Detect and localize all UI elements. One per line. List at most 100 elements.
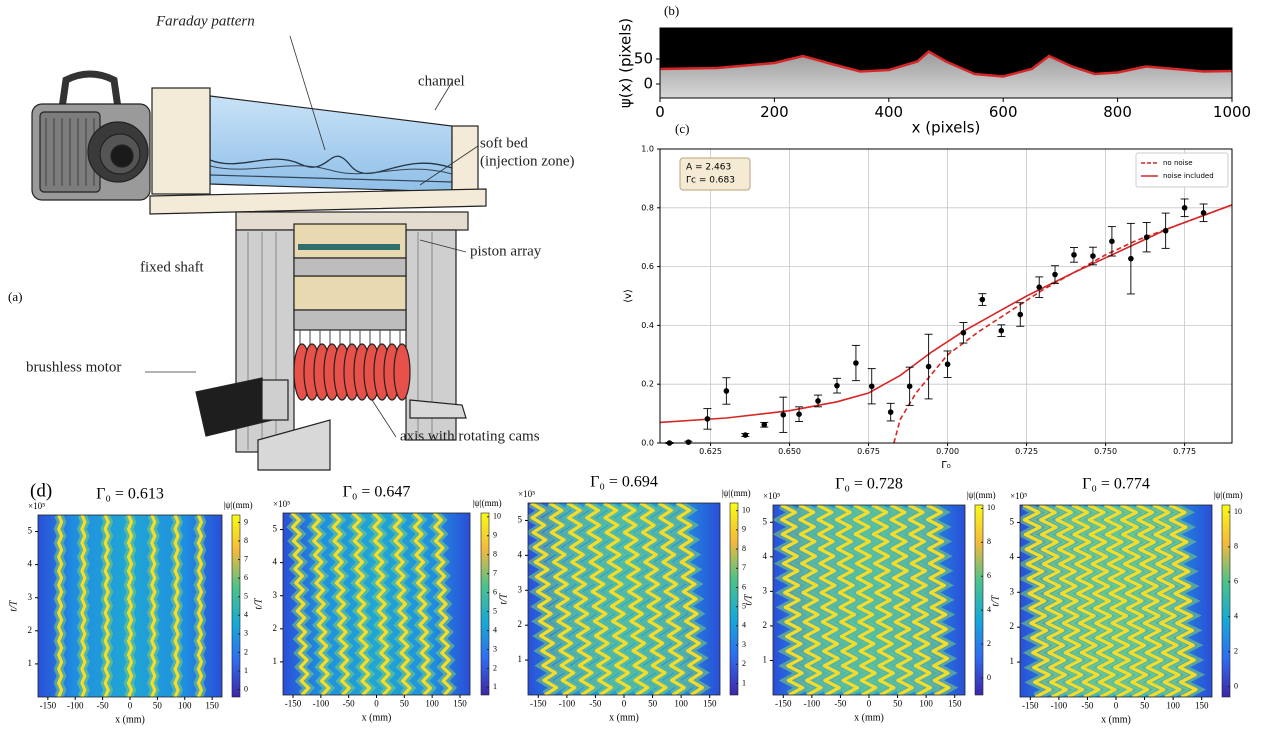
pattern-stripe xyxy=(311,513,331,695)
y-tick-label: 0.2 xyxy=(641,380,654,389)
x-tick-label: -100 xyxy=(313,698,330,708)
x-tick-label: 0 xyxy=(867,698,872,708)
colorbar-tick-label: 4 xyxy=(1234,612,1238,621)
pattern-stripe xyxy=(1120,505,1149,697)
data-point xyxy=(815,398,821,404)
colorbar-tick-label: 2 xyxy=(493,663,497,672)
colorbar-tick-label: 8 xyxy=(987,537,991,546)
diagram-label: fixed shaft xyxy=(140,259,205,275)
data-point xyxy=(1200,209,1207,216)
pattern-stripe xyxy=(1071,505,1101,697)
colorbar-tick-label: 10 xyxy=(493,512,501,521)
y-axis-label: t/T xyxy=(253,597,264,610)
pattern-stripe xyxy=(1168,505,1198,697)
pattern-stripe xyxy=(889,505,914,695)
colorbar-tick-label: 5 xyxy=(244,592,248,601)
x-tick-label: -100 xyxy=(804,698,821,708)
x-tick-label: 0.675 xyxy=(857,447,880,456)
colorbar-tick-label: 9 xyxy=(244,517,248,526)
x-tick-label: 50 xyxy=(153,700,163,710)
heatmap-image xyxy=(773,505,965,695)
y-axis-label: t/T xyxy=(498,592,509,605)
colorbar-tick-label: 2 xyxy=(742,659,746,668)
pattern-stripe xyxy=(603,503,632,695)
colorbar-tick-label: 1 xyxy=(742,678,746,687)
data-point xyxy=(704,416,711,422)
pattern-stripe xyxy=(907,505,932,695)
y-multiplier: ×10⁵ xyxy=(1010,491,1027,501)
pattern-stripe xyxy=(798,505,823,695)
panel-label: (c) xyxy=(675,121,689,136)
colorbar-tick-label: 8 xyxy=(742,544,746,553)
diagram-label: (injection zone) xyxy=(480,153,575,169)
colorbar-label: |ψ|(mm) xyxy=(966,490,995,500)
legend-label: no noise xyxy=(1163,159,1193,167)
y-tick-label: 0.0 xyxy=(641,439,654,448)
colorbar-tick-label: 2 xyxy=(1234,646,1238,655)
data-point xyxy=(979,296,986,303)
colorbar xyxy=(480,512,490,696)
data-point xyxy=(1090,253,1096,259)
x-tick-label: -100 xyxy=(559,698,576,708)
title: Γ₀ = 0.694 xyxy=(590,474,658,491)
x-tick-label: 0 xyxy=(374,698,379,708)
title: Γ₀ = 0.774 xyxy=(1082,476,1150,493)
pattern-stripe xyxy=(372,513,392,695)
x-axis-label: x (pixels) xyxy=(912,119,981,137)
annotation: Γc = 0.683 xyxy=(686,176,735,186)
x-tick-label: 150 xyxy=(703,698,717,708)
colorbar-tick-label: 2 xyxy=(987,639,991,648)
title: Γ₀ = 0.647 xyxy=(343,484,411,501)
x-tick-label: 100 xyxy=(919,698,933,708)
colorbar-tick-label: 4 xyxy=(742,621,746,630)
x-tick-label: 150 xyxy=(205,700,219,710)
heatmap-image xyxy=(38,515,222,697)
pattern-stripe xyxy=(432,513,453,695)
data-point xyxy=(761,421,768,428)
y-tick-label: 3 xyxy=(28,592,33,602)
x-tick-label: -50 xyxy=(1081,700,1093,710)
y-tick-label: 5 xyxy=(1010,517,1015,527)
y-tick-label: 2 xyxy=(1010,621,1015,631)
pattern-stripe xyxy=(834,505,860,695)
y-axis-label: t/T xyxy=(990,594,1001,607)
x-tick-label: 0 xyxy=(128,700,133,710)
colorbar-label: |ψ|(mm) xyxy=(223,500,252,510)
data-point xyxy=(834,382,840,389)
panel-label: (d) xyxy=(30,480,52,501)
pattern-stripe xyxy=(816,505,841,695)
y-tick-label: 0 xyxy=(643,75,653,93)
pattern-stripe xyxy=(173,515,180,697)
x-axis-label: x (mm) xyxy=(854,712,884,723)
x-tick-label: 0 xyxy=(622,698,627,708)
y-tick-label: 5 xyxy=(273,524,278,534)
x-axis-label: x (mm) xyxy=(1101,714,1131,725)
y-multiplier: ×10⁵ xyxy=(273,499,290,509)
pattern-stripe xyxy=(1103,505,1133,697)
colorbar-tick-label: 10 xyxy=(1234,507,1242,516)
legend-box xyxy=(1135,152,1229,188)
x-tick-label: 100 xyxy=(178,700,192,710)
x-tick-label: 150 xyxy=(453,698,467,708)
diagram-label: channel xyxy=(418,73,465,89)
profile-line xyxy=(659,49,1233,78)
plot-frame xyxy=(659,148,1233,444)
pattern-stripe xyxy=(290,513,311,695)
pattern-stripe xyxy=(639,503,668,695)
pattern-stripe xyxy=(103,515,110,697)
x-tick-label: 0.700 xyxy=(936,447,959,456)
pattern-stripe xyxy=(530,503,559,695)
x-tick-label: 50 xyxy=(893,698,903,708)
y-tick-label: 1 xyxy=(273,656,278,666)
data-point xyxy=(1128,255,1134,262)
pattern-stripe xyxy=(1136,505,1166,697)
diagram-label: brushless motor xyxy=(26,359,121,375)
pattern-stripe xyxy=(80,515,87,697)
x-tick-label: 0 xyxy=(655,103,665,121)
colorbar xyxy=(974,504,984,696)
data-point xyxy=(1052,271,1058,278)
data-point xyxy=(906,383,913,390)
y-axis-label: ⟨v⟩ xyxy=(623,289,634,303)
pattern-stripe xyxy=(548,503,577,695)
title: Γ₀ = 0.728 xyxy=(835,476,903,493)
